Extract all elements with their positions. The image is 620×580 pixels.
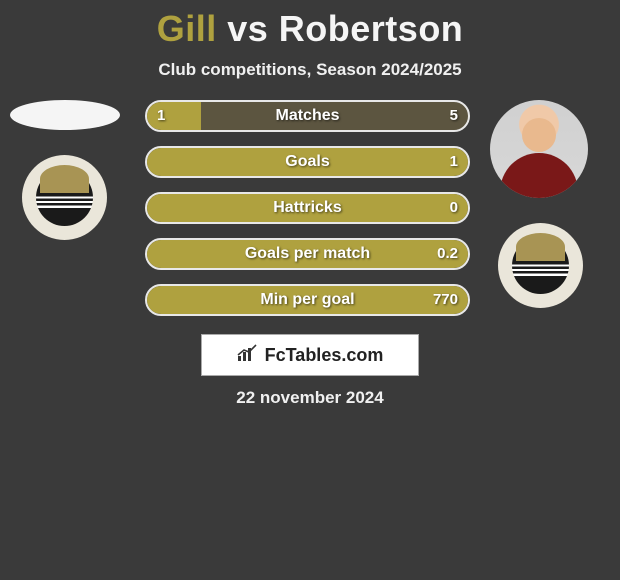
stat-value-left: 1 [157,100,165,132]
title: Gill vs Robertson [10,8,610,50]
title-player1: Gill [157,8,217,49]
stat-row: Goals1 [145,146,470,178]
stat-row: Matches1 5 [145,100,470,132]
stat-label: Goals per match [145,238,470,270]
brand-text: FcTables.com [265,345,384,366]
stat-label: Goals [145,146,470,178]
player2-avatar [490,100,588,198]
stat-value-right: 770 [433,284,458,316]
stat-value-right: 1 [450,146,458,178]
subtitle: Club competitions, Season 2024/2025 [10,60,610,80]
brand-box: FcTables.com [201,334,419,376]
infographic-root: Gill vs Robertson Club competitions, Sea… [0,0,620,416]
crest-top-band [516,233,565,261]
title-vs: vs [227,8,268,49]
stat-label: Min per goal [145,284,470,316]
stat-value-right: 0 [450,192,458,224]
chart-icon [237,344,259,367]
crest-top-band [40,165,89,193]
stat-bars: Matches15Goals1Hattricks0Goals per match… [145,100,470,316]
player1-club-crest [22,155,107,240]
stat-value-right: 5 [450,100,458,132]
left-column [10,100,130,240]
player1-avatar-placeholder [10,100,120,130]
stat-row: Goals per match0.2 [145,238,470,270]
footer-date: 22 november 2024 [10,388,610,408]
title-player2: Robertson [279,8,464,49]
stat-label: Hattricks [145,192,470,224]
stat-value-right: 0.2 [437,238,458,270]
right-column [490,100,600,308]
stat-row: Hattricks0 [145,192,470,224]
player2-club-crest [498,223,583,308]
stat-label: Matches [145,100,470,132]
stat-row: Min per goal770 [145,284,470,316]
main-area: Matches15Goals1Hattricks0Goals per match… [10,100,610,316]
